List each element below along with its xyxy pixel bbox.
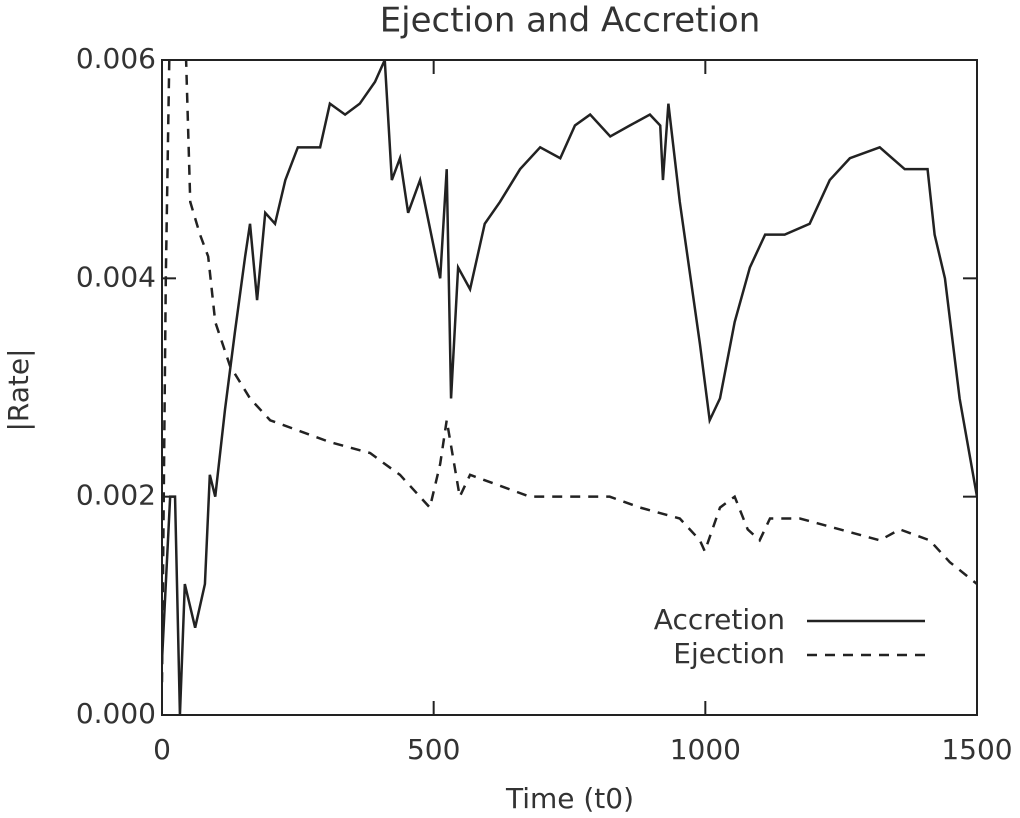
x-tick-label: 1500 (941, 733, 1012, 766)
y-tick-label: 0.000 (76, 697, 156, 730)
y-tick-label: 0.006 (76, 42, 156, 75)
data-line (162, 60, 977, 715)
legend-label: Ejection (673, 637, 785, 670)
x-tick-label: 0 (153, 733, 171, 766)
x-tick-label: 1000 (670, 733, 741, 766)
x-tick-label: 500 (407, 733, 460, 766)
x-axis-label: Time (t0) (505, 782, 634, 815)
y-axis-label: |Rate| (2, 348, 35, 431)
y-tick-label: 0.004 (76, 260, 156, 293)
legend-label: Accretion (654, 603, 785, 636)
y-tick-label: 0.002 (76, 479, 156, 512)
chart-title: Ejection and Accretion (380, 1, 761, 41)
plot-frame (161, 59, 978, 716)
data-line (162, 60, 977, 683)
